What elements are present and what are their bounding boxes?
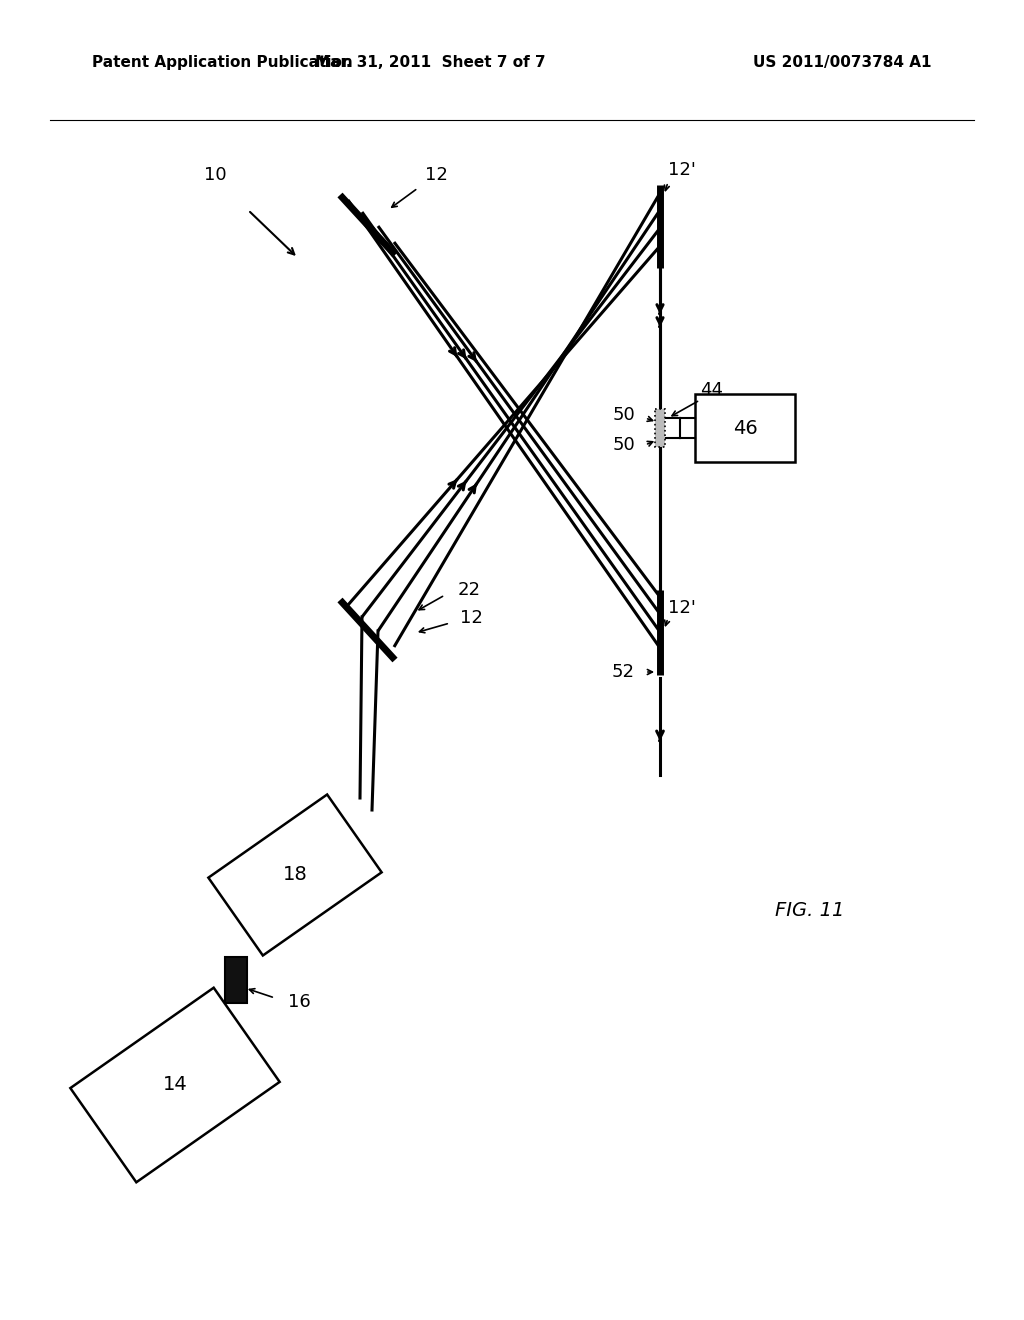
Text: 44: 44 <box>700 381 723 399</box>
Text: 16: 16 <box>288 993 310 1011</box>
Text: FIG. 11: FIG. 11 <box>775 900 845 920</box>
Text: 46: 46 <box>732 418 758 437</box>
Text: 14: 14 <box>163 1076 187 1094</box>
Text: 12: 12 <box>460 609 483 627</box>
Text: 10: 10 <box>204 166 226 183</box>
Text: Mar. 31, 2011  Sheet 7 of 7: Mar. 31, 2011 Sheet 7 of 7 <box>314 55 546 70</box>
Text: Patent Application Publication: Patent Application Publication <box>92 55 353 70</box>
Bar <box>695 393 795 462</box>
Text: 22: 22 <box>458 581 481 599</box>
Text: 52: 52 <box>612 663 635 681</box>
Text: 50: 50 <box>612 436 635 454</box>
Text: US 2011/0073784 A1: US 2011/0073784 A1 <box>754 55 932 70</box>
Text: 12: 12 <box>425 166 447 183</box>
Text: 18: 18 <box>283 866 307 884</box>
Bar <box>655 409 665 447</box>
Text: 12': 12' <box>668 161 696 180</box>
Text: 12': 12' <box>668 599 696 616</box>
Text: 50: 50 <box>612 407 635 424</box>
Bar <box>225 957 247 1003</box>
